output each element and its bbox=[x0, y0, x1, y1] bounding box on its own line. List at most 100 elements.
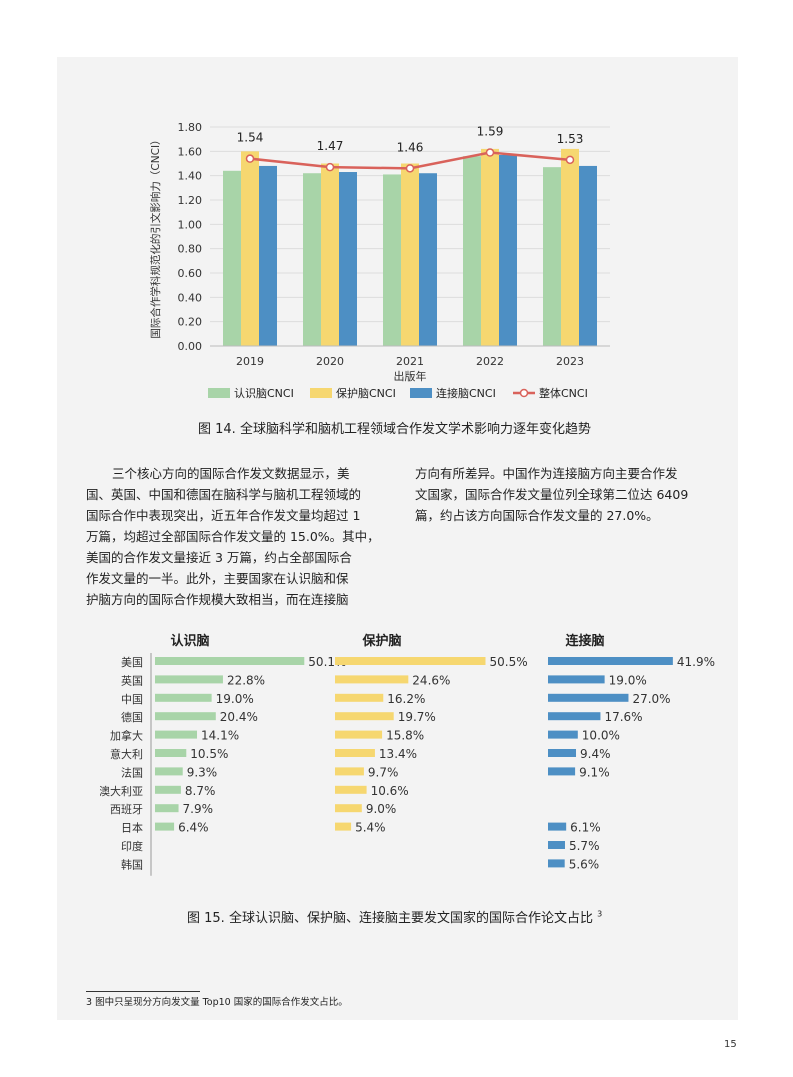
legend-label: 认识脑CNCI bbox=[234, 387, 294, 400]
figure-15-caption: 图 15. 全球认识脑、保护脑、连接脑主要发文国家的国际合作论文占比 3 bbox=[187, 907, 602, 926]
line-point bbox=[245, 154, 255, 163]
data-label: 9.4% bbox=[580, 747, 611, 761]
y-axis-title: 国际合作学科规范化的引文影响力（CNCI） bbox=[149, 134, 162, 338]
bar bbox=[335, 785, 367, 794]
bar bbox=[335, 749, 375, 757]
bar bbox=[548, 859, 565, 868]
bar bbox=[383, 174, 401, 346]
line-point bbox=[565, 155, 575, 165]
figure-14-caption: 图 14. 全球脑科学和脑机工程领域合作发文学术影响力逐年变化趋势 bbox=[198, 422, 591, 437]
bar bbox=[335, 657, 486, 665]
paragraph-right-line: 方向有所差异。中国作为连接脑方向主要合作发 bbox=[415, 466, 678, 481]
panel-title: 认识脑 bbox=[170, 633, 209, 649]
country-label: 西班牙 bbox=[110, 803, 143, 816]
country-label: 美国 bbox=[121, 656, 143, 669]
data-label: 9.7% bbox=[368, 765, 399, 779]
page-number: 15 bbox=[724, 1039, 737, 1050]
data-label: 1.59 bbox=[477, 125, 504, 139]
y-tick-label: 0.20 bbox=[178, 316, 203, 329]
bar bbox=[335, 767, 364, 776]
legend-label: 整体CNCI bbox=[539, 386, 588, 400]
y-tick-label: 0.40 bbox=[178, 291, 203, 304]
bar bbox=[548, 749, 577, 757]
data-label: 27.0% bbox=[632, 692, 670, 706]
bar bbox=[259, 165, 277, 346]
footnote-divider bbox=[86, 991, 200, 992]
paragraph-left-line: 护脑方向的国际合作规模大致相当，而在连接脑 bbox=[86, 592, 349, 607]
country-label: 法国 bbox=[121, 765, 143, 779]
bar bbox=[155, 822, 175, 831]
country-label: 印度 bbox=[121, 839, 143, 853]
data-label: 1.46 bbox=[397, 140, 424, 154]
data-label: 9.3% bbox=[187, 765, 218, 779]
footnote: 3 图中只呈现分方向发文量 Top10 国家的国际合作发文占比。 bbox=[86, 997, 348, 1008]
y-tick-label: 1.80 bbox=[178, 121, 203, 134]
line-point bbox=[405, 164, 415, 173]
bar bbox=[155, 804, 179, 813]
data-label: 9.0% bbox=[366, 802, 397, 816]
bar bbox=[223, 170, 241, 346]
data-label: 13.4% bbox=[379, 747, 417, 761]
bar bbox=[481, 148, 499, 346]
bar bbox=[241, 151, 259, 346]
bar bbox=[335, 804, 362, 813]
x-tick-label: 2021 bbox=[396, 355, 424, 368]
bar bbox=[548, 841, 565, 849]
bar bbox=[155, 730, 198, 739]
legend-swatch bbox=[208, 388, 230, 398]
bar bbox=[155, 785, 181, 794]
paragraph-left-line: 国、英国、中国和德国在脑科学与脑机工程领域的 bbox=[86, 487, 362, 502]
legend-swatch bbox=[310, 388, 332, 398]
y-tick-label: 1.00 bbox=[178, 218, 203, 231]
paragraph-right-line: 篇，约占该方向国际合作发文量的 27.0%。 bbox=[415, 508, 659, 523]
x-tick-label: 2022 bbox=[476, 355, 504, 368]
bar bbox=[155, 749, 187, 757]
line-point bbox=[325, 162, 335, 172]
data-label: 5.7% bbox=[569, 839, 600, 853]
x-axis-title: 出版年 bbox=[394, 369, 427, 383]
bar bbox=[303, 173, 321, 346]
data-label: 9.1% bbox=[579, 765, 610, 779]
data-label: 41.9% bbox=[677, 655, 715, 669]
paragraph-left-line: 美国的合作发文量接近 3 万篇，约占全部国际合 bbox=[86, 550, 352, 565]
bar bbox=[548, 693, 629, 702]
bar bbox=[419, 173, 437, 346]
bar bbox=[401, 163, 419, 346]
data-label: 10.6% bbox=[371, 784, 409, 798]
cnci-trend-chart: 0.00 0.20 0.40 0.60 0.80 1.00 1.20 1.40 1.60 1.80… bbox=[149, 121, 610, 400]
bar bbox=[335, 675, 409, 684]
data-label: 5.4% bbox=[355, 821, 386, 835]
bar bbox=[339, 172, 357, 346]
country-label: 加拿大 bbox=[110, 729, 143, 743]
data-label: 8.7% bbox=[185, 784, 216, 798]
country-label: 中国 bbox=[121, 693, 143, 706]
data-label: 7.9% bbox=[183, 802, 214, 816]
country-label: 德国 bbox=[121, 710, 143, 724]
paragraph-right: 方向有所差异。中国作为连接脑方向主要合作发 文国家，国际合作发文量位列全球第二位… bbox=[415, 463, 725, 526]
country-label: 意大利 bbox=[110, 747, 143, 761]
bar bbox=[335, 730, 383, 739]
y-tick-label: 1.40 bbox=[178, 170, 203, 183]
data-label: 15.8% bbox=[386, 729, 424, 743]
bar bbox=[561, 148, 579, 346]
paragraph-left: 三个核心方向的国际合作发文数据显示，美 国、英国、中国和德国在脑科学与脑机工程领… bbox=[86, 463, 386, 610]
panel-title: 连接脑 bbox=[565, 633, 604, 649]
legend-swatch bbox=[410, 388, 432, 398]
line-point bbox=[485, 148, 495, 157]
x-tick-label: 2020 bbox=[316, 355, 344, 368]
country-label: 澳大利亚 bbox=[100, 784, 143, 798]
bar bbox=[335, 712, 394, 721]
data-label: 10.5% bbox=[190, 747, 228, 761]
bar bbox=[463, 156, 481, 346]
y-tick-label: 1.20 bbox=[178, 194, 203, 207]
legend-swatch-marker bbox=[519, 388, 529, 398]
data-label: 1.53 bbox=[557, 132, 584, 146]
bar bbox=[543, 167, 561, 346]
y-tick-label: 0.00 bbox=[178, 340, 203, 353]
y-tick-label: 1.60 bbox=[178, 145, 203, 158]
bar bbox=[155, 712, 216, 721]
country-label: 日本 bbox=[121, 821, 143, 835]
figure-15-caption-text: 图 15. 全球认识脑、保护脑、连接脑主要发文国家的国际合作论文占比 bbox=[187, 911, 593, 926]
data-label: 17.6% bbox=[604, 710, 642, 724]
bar bbox=[548, 712, 601, 721]
